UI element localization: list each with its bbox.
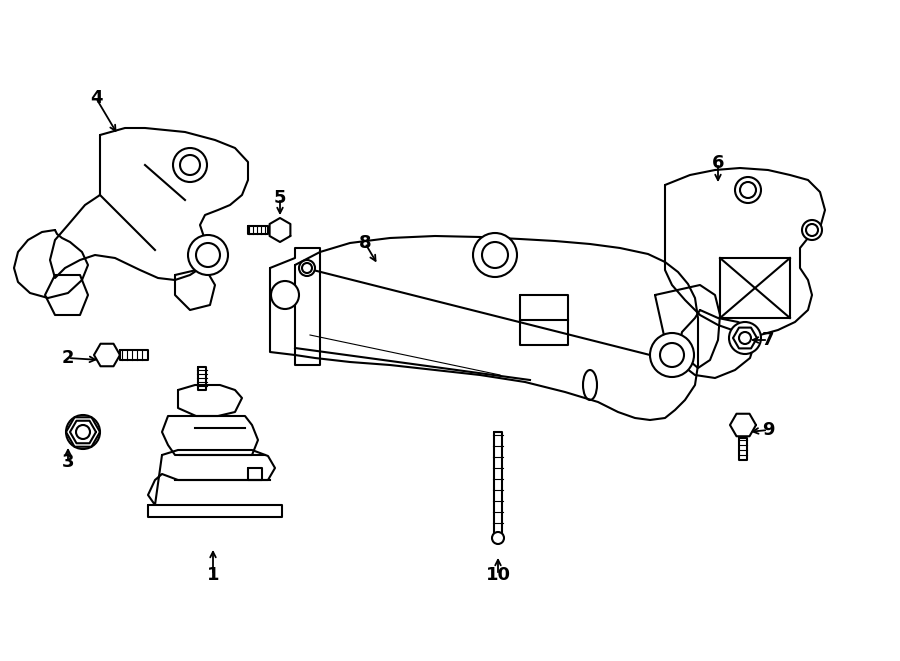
Circle shape — [482, 242, 508, 268]
Polygon shape — [733, 328, 757, 348]
Polygon shape — [678, 310, 755, 378]
Polygon shape — [198, 367, 206, 390]
Polygon shape — [295, 236, 698, 420]
Circle shape — [196, 243, 220, 267]
Text: 10: 10 — [485, 566, 510, 584]
Circle shape — [740, 182, 756, 198]
Circle shape — [302, 263, 312, 273]
Polygon shape — [70, 421, 96, 444]
Text: 5: 5 — [274, 189, 286, 207]
Text: 9: 9 — [761, 421, 774, 439]
Polygon shape — [520, 295, 568, 345]
Polygon shape — [66, 417, 100, 447]
Polygon shape — [270, 248, 320, 365]
Circle shape — [802, 220, 822, 240]
Circle shape — [650, 333, 694, 377]
Circle shape — [173, 148, 207, 182]
Polygon shape — [175, 268, 215, 310]
Circle shape — [188, 235, 228, 275]
Circle shape — [299, 260, 315, 276]
Polygon shape — [665, 168, 825, 335]
Circle shape — [806, 224, 818, 236]
Polygon shape — [50, 128, 248, 280]
Polygon shape — [655, 285, 720, 368]
Circle shape — [473, 233, 517, 277]
Polygon shape — [14, 230, 88, 298]
Polygon shape — [248, 226, 268, 234]
Polygon shape — [494, 432, 502, 535]
Polygon shape — [120, 350, 148, 360]
Circle shape — [76, 425, 90, 439]
Text: 8: 8 — [359, 234, 372, 252]
Polygon shape — [178, 385, 242, 416]
Polygon shape — [45, 275, 88, 315]
Polygon shape — [148, 505, 282, 517]
Text: 3: 3 — [62, 453, 74, 471]
Circle shape — [66, 415, 100, 449]
Circle shape — [660, 343, 684, 367]
Text: 6: 6 — [712, 154, 724, 172]
Circle shape — [180, 155, 200, 175]
Polygon shape — [270, 218, 291, 242]
Polygon shape — [730, 414, 756, 436]
Text: 7: 7 — [761, 331, 774, 349]
Text: 4: 4 — [90, 89, 103, 107]
Circle shape — [271, 281, 299, 309]
Polygon shape — [162, 416, 258, 455]
Polygon shape — [94, 344, 120, 366]
Polygon shape — [739, 438, 747, 460]
Circle shape — [739, 332, 751, 344]
Text: 2: 2 — [62, 349, 74, 367]
Circle shape — [735, 177, 761, 203]
Circle shape — [492, 532, 504, 544]
Polygon shape — [148, 450, 275, 505]
Circle shape — [729, 322, 761, 354]
Text: 1: 1 — [207, 566, 220, 584]
Polygon shape — [720, 258, 790, 318]
